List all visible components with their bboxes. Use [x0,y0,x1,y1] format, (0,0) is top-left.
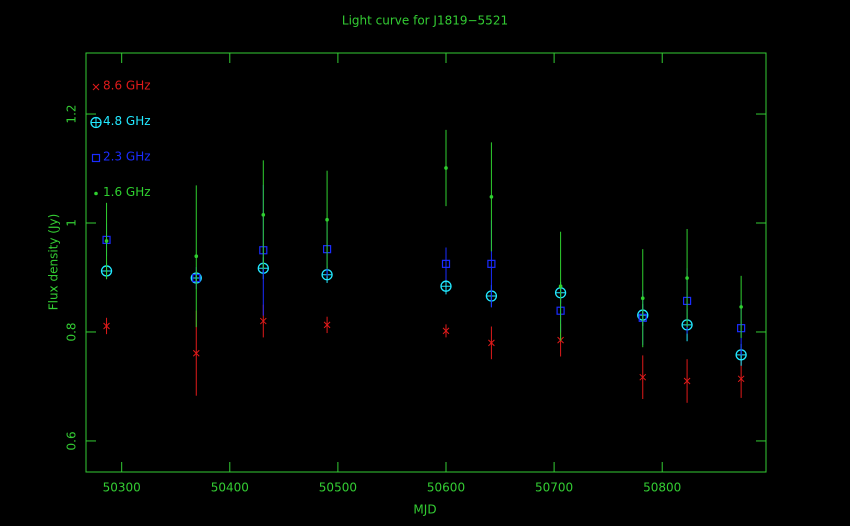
marker-x [737,375,745,383]
marker [488,339,495,347]
legend-label: 2.3 GHz [103,150,151,164]
marker [558,284,563,289]
y-tick-label: 1 [65,219,79,227]
marker [737,375,745,383]
marker-dot [261,213,266,217]
marker-dot [640,296,645,300]
marker-dot [558,284,563,289]
marker-plus [441,281,451,292]
marker [192,349,200,357]
marker [685,276,689,280]
marker [440,280,452,292]
marker-x [442,327,450,335]
marker [683,377,691,385]
marker-x [323,321,331,329]
marker [487,259,496,268]
marker-dot [325,217,329,222]
marker [639,373,647,381]
x-tick-label: 50700 [535,481,573,495]
legend-marker [90,116,102,129]
marker-x [103,322,110,330]
x-tick-label: 50800 [643,481,681,495]
marker [489,195,494,199]
legend-label: 1.6 GHz [103,185,151,199]
marker-x [192,349,200,357]
marker [739,305,743,309]
y-tick-label: 0.6 [65,431,79,450]
marker-x [683,377,691,385]
marker-dot [104,239,109,243]
plot-frame [85,52,767,473]
legend-label: 4.8 GHz [103,114,151,128]
marker [640,296,645,300]
marker-x [92,83,100,91]
marker [103,322,110,330]
marker-x [639,373,647,381]
marker-square [91,153,101,163]
marker [261,213,266,217]
marker-dot [739,305,743,309]
y-axis-label: Flux density (Jy) [47,214,61,311]
legend-marker [94,191,98,196]
marker-dot [94,191,98,196]
x-tick-label: 50500 [319,481,357,495]
marker-plus [91,117,101,128]
marker-dot [444,166,448,170]
marker [104,239,109,243]
marker-x [488,339,495,347]
marker-dot [194,254,199,259]
legend-label: 8.6 GHz [103,79,151,93]
marker [325,217,329,222]
marker [323,321,331,329]
x-axis-label: MJD [413,503,436,517]
marker-x [259,317,267,325]
marker [194,254,199,259]
marker-dot [685,276,689,280]
x-tick-label: 50300 [103,481,141,495]
marker [442,327,450,335]
chart-title: Light curve for J1819−5521 [342,14,508,28]
y-tick-label: 0.8 [65,322,79,341]
marker-square [487,259,496,268]
x-tick-label: 50600 [427,481,465,495]
marker-dot [489,195,494,199]
marker [441,259,451,268]
x-tick-label: 50400 [211,481,249,495]
legend-marker [91,153,101,163]
y-tick-label: 1.2 [65,104,79,123]
marker [444,166,448,170]
marker [259,317,267,325]
marker-square [441,259,451,268]
legend-marker [92,83,100,91]
